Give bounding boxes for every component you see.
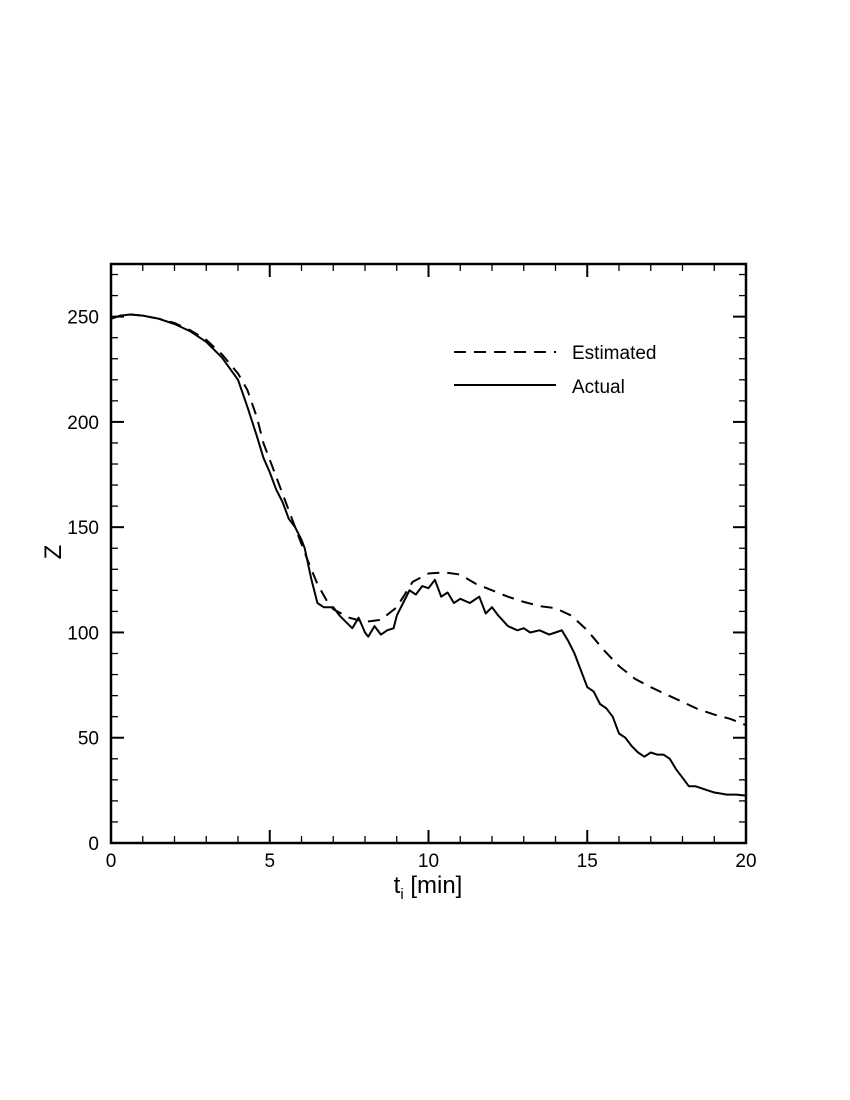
- x-axis-title-unit: [min]: [404, 872, 463, 899]
- x-tick-label: 15: [577, 851, 598, 872]
- x-tick-label: 20: [735, 851, 756, 872]
- series-line-estimated: [110, 313, 747, 727]
- y-tick-label: 200: [67, 413, 99, 434]
- x-axis-title: ti [min]: [394, 872, 463, 903]
- y-tick-label: 0: [88, 834, 99, 855]
- y-tick-label: 250: [67, 308, 99, 329]
- y-tick-label: 50: [78, 729, 99, 750]
- legend: Estimated Actual: [454, 343, 656, 398]
- x-axis-title-main: t: [394, 872, 401, 899]
- x-tick-label: 5: [264, 851, 275, 872]
- series-line-actual: [110, 313, 747, 797]
- y-axis-title: Z: [40, 545, 67, 560]
- x-tick-label: 0: [106, 851, 117, 872]
- legend-label-estimated: Estimated: [572, 343, 656, 364]
- legend-label-actual: Actual: [572, 377, 625, 398]
- plot-frame: [109, 262, 748, 845]
- y-tick-label: 150: [67, 518, 99, 539]
- series-lines: [110, 313, 747, 797]
- x-axis-title-subscript: i: [400, 886, 403, 903]
- y-tick-label: 100: [67, 623, 99, 644]
- x-tick-label: 10: [418, 851, 439, 872]
